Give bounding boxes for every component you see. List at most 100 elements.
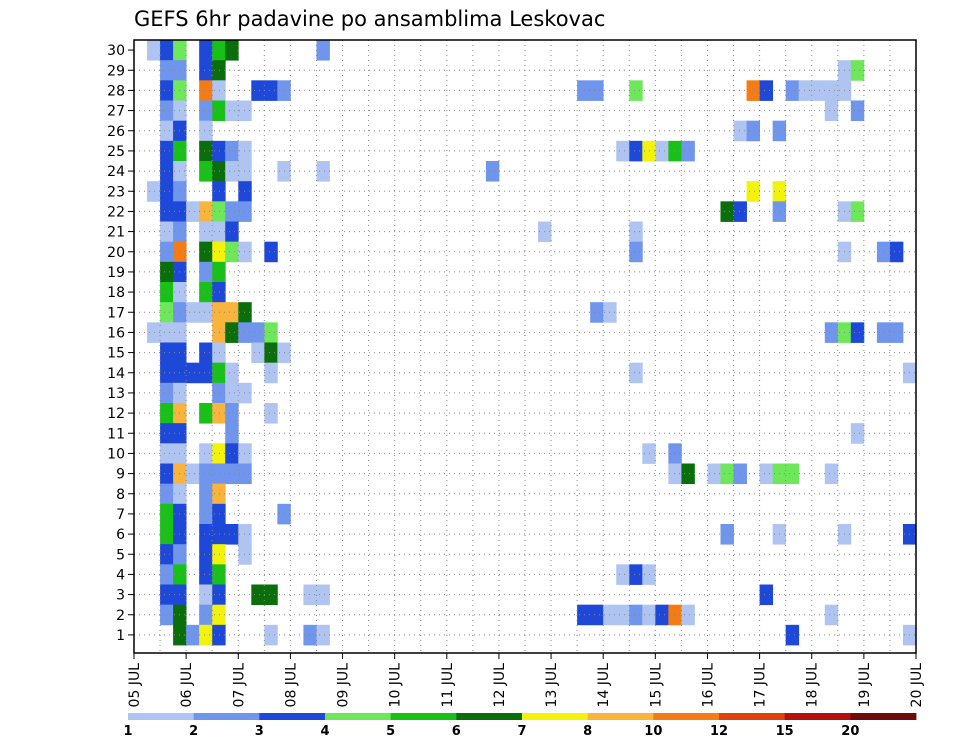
cell-48 xyxy=(212,140,226,162)
y-tick-label-9: 9 xyxy=(116,467,125,483)
y-tick-label-25: 25 xyxy=(107,144,125,160)
cell-190 xyxy=(199,483,213,505)
y-tick-label-22: 22 xyxy=(107,204,125,220)
cell-103 xyxy=(160,261,174,283)
cell-61 xyxy=(225,161,239,182)
colorbar-swatch-11 xyxy=(784,713,851,720)
cell-231 xyxy=(212,604,226,626)
cell-19 xyxy=(264,80,278,101)
y-tick-label-19: 19 xyxy=(107,265,125,281)
cell-126 xyxy=(251,322,265,343)
cell-180 xyxy=(681,463,695,485)
cell-41 xyxy=(199,120,213,142)
cell-89 xyxy=(225,221,239,243)
cell-197 xyxy=(160,524,174,545)
cell-159 xyxy=(264,403,278,424)
colorbar-label-1: 1 xyxy=(123,724,132,739)
cell-42 xyxy=(733,120,747,142)
colorbar-label-10: 10 xyxy=(644,724,662,739)
cell-31 xyxy=(160,100,174,122)
cell-241 xyxy=(824,604,839,626)
cell-23 xyxy=(629,80,643,101)
x-tick-label-1: 05 JUL xyxy=(127,663,143,708)
x-tick-label-9: 13 JUL xyxy=(544,663,560,708)
cell-192 xyxy=(160,503,174,525)
cell-105 xyxy=(199,261,213,283)
cell-14 xyxy=(160,80,174,101)
cell-128 xyxy=(824,322,839,343)
cell-209 xyxy=(199,544,213,565)
cell-81 xyxy=(733,201,747,222)
cell-124 xyxy=(225,322,239,343)
y-tick-label-12: 12 xyxy=(107,406,125,422)
cell-127 xyxy=(264,322,278,343)
cell-249 xyxy=(785,624,800,646)
cell-176 xyxy=(212,463,226,485)
x-tick-label-6: 10 JUL xyxy=(388,663,404,708)
cell-200 xyxy=(212,524,226,545)
cell-177 xyxy=(225,463,239,485)
y-tick-label-21: 21 xyxy=(107,225,125,241)
y-tick-label-2: 2 xyxy=(116,608,125,624)
cell-4 xyxy=(199,40,213,61)
cell-154 xyxy=(160,403,174,424)
cell-183 xyxy=(733,463,747,485)
y-tick-label-4: 4 xyxy=(116,567,125,583)
y-tick-label-16: 16 xyxy=(107,325,125,341)
cell-66 xyxy=(147,181,161,202)
cell-8 xyxy=(160,60,174,81)
cell-106 xyxy=(212,261,226,283)
cell-195 xyxy=(212,503,226,525)
cell-76 xyxy=(199,201,213,222)
cell-187 xyxy=(824,463,839,485)
cell-233 xyxy=(590,604,604,626)
cell-67 xyxy=(160,181,174,202)
cell-84 xyxy=(850,201,865,222)
ensemble-cells xyxy=(147,40,917,646)
cell-143 xyxy=(199,362,213,384)
cell-25 xyxy=(759,80,774,101)
cell-6 xyxy=(225,40,239,61)
cell-248 xyxy=(316,624,330,646)
cell-60 xyxy=(212,161,226,182)
cell-33 xyxy=(199,100,213,122)
cell-75 xyxy=(186,201,200,222)
cell-226 xyxy=(316,584,330,606)
colorbar-label-8: 8 xyxy=(583,724,592,739)
cell-37 xyxy=(824,100,839,122)
x-tick-label-16: 20 JUL xyxy=(909,663,925,708)
y-tick-label-10: 10 xyxy=(107,446,125,462)
y-tick-label-28: 28 xyxy=(107,83,125,99)
cell-116 xyxy=(225,302,239,323)
cell-158 xyxy=(225,403,239,424)
colorbar-label-7: 7 xyxy=(517,724,526,739)
y-tick-label-1: 1 xyxy=(116,628,125,644)
cell-186 xyxy=(785,463,800,485)
cell-179 xyxy=(668,463,682,485)
cell-80 xyxy=(720,201,734,222)
cell-35 xyxy=(225,100,239,122)
cell-216 xyxy=(616,564,630,585)
colorbar-label-4: 4 xyxy=(320,724,329,739)
cell-210 xyxy=(212,544,226,565)
cell-118 xyxy=(590,302,604,323)
cell-113 xyxy=(186,302,200,323)
cell-131 xyxy=(876,322,891,343)
cell-152 xyxy=(225,382,239,404)
cell-144 xyxy=(212,362,226,384)
cell-174 xyxy=(186,463,200,485)
cell-39 xyxy=(160,120,174,142)
cell-16 xyxy=(199,80,213,101)
chart-title: GEFS 6hr padavine po ansamblima Leskovac xyxy=(134,7,605,31)
x-tick-label-14: 18 JUL xyxy=(805,663,821,708)
cell-73 xyxy=(160,201,174,222)
cell-219 xyxy=(160,584,174,606)
cell-149 xyxy=(160,382,174,404)
cell-135 xyxy=(199,342,213,364)
cell-147 xyxy=(629,362,643,384)
cell-182 xyxy=(720,463,734,485)
colorbar-swatch-12 xyxy=(850,713,917,720)
colorbar-swatch-8 xyxy=(587,713,654,720)
cell-13 xyxy=(850,60,865,81)
cell-98 xyxy=(264,241,278,263)
